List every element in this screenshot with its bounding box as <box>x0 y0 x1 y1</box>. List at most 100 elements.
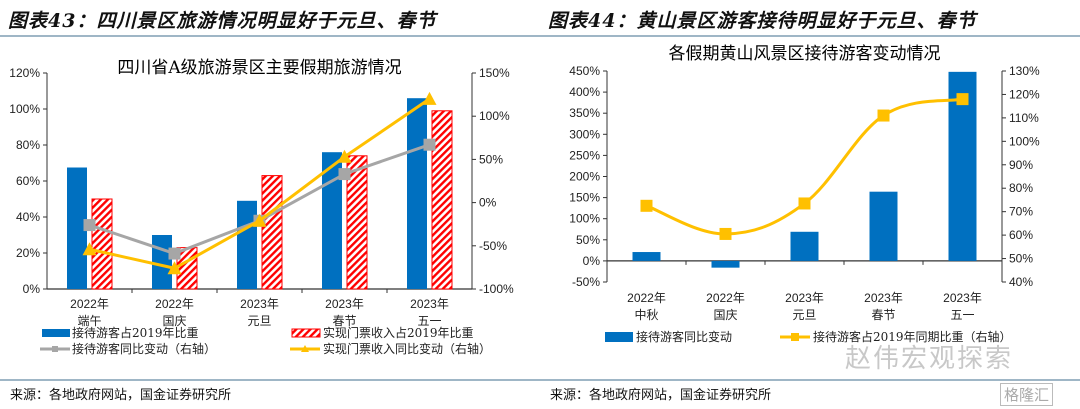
legend-marker-triangle <box>301 345 309 352</box>
x-tick-label-holiday: 春节 <box>332 314 356 328</box>
legend-label: 实现门票收入占2019年比重 <box>323 325 474 340</box>
bar-visitor-0 <box>67 167 87 289</box>
y-right-tick-label: 110% <box>1009 111 1039 125</box>
y-left-tick-label: 350% <box>569 106 600 120</box>
point-marker-square-4 <box>423 138 436 151</box>
x-tick-label-year: 2022年 <box>155 297 194 311</box>
point-marker-triangle-4 <box>422 91 437 105</box>
divider-top <box>540 35 1080 37</box>
point-marker-square-0 <box>640 199 653 212</box>
x-tick-label-holiday: 五一 <box>950 308 974 322</box>
divider-bottom <box>540 379 1080 381</box>
x-tick-label-year: 2022年 <box>70 297 109 311</box>
y-left-tick-label: 0% <box>23 282 41 296</box>
right-figure-panel: 图表44：黄山景区游客接待明显好于元旦、春节 各假期黄山风景区接待游客变动情况 -… <box>540 0 1080 409</box>
legend-label: 实现门票收入同比变动（右轴） <box>323 341 491 356</box>
x-tick-label-year: 2022年 <box>627 291 666 305</box>
x-tick-label-holiday: 春节 <box>871 308 895 322</box>
bar-visitor-2 <box>790 231 819 261</box>
bar-visitor-3 <box>322 152 342 289</box>
y-left-tick-label: 300% <box>569 127 600 141</box>
chart-title: 四川省A级旅游景区主要假期旅游情况 <box>117 58 401 78</box>
y-right-tick-label: 120% <box>1009 87 1040 101</box>
x-tick-label-holiday: 元旦 <box>792 308 816 322</box>
point-marker-square-0 <box>83 219 96 232</box>
point-marker-square-3 <box>877 109 890 122</box>
y-left-tick-label: 450% <box>569 64 600 78</box>
legend-label: 接待游客占2019年比重 <box>72 325 199 340</box>
legend-swatch-hatched-bar <box>291 328 321 338</box>
watermark-badge: 格隆汇 <box>1000 383 1054 406</box>
source-note: 来源：各地政府网站，国金证券研究所 <box>10 388 232 403</box>
y-left-tick-label: 150% <box>569 191 600 205</box>
legend-swatch-blue-bar <box>42 329 70 337</box>
bar-visitor-0 <box>632 252 661 261</box>
x-tick-label-year: 2023年 <box>410 297 449 311</box>
watermark-text: 赵伟宏观探索 <box>845 344 1014 374</box>
bar-visitor-2 <box>237 200 257 289</box>
bar-visitor-4 <box>407 98 427 289</box>
bar-visitor-1 <box>152 235 172 289</box>
bar-revenue-share-2 <box>261 175 283 290</box>
y-left-tick-label: -50% <box>572 275 600 289</box>
y-left-tick-label: 0% <box>583 254 601 268</box>
bar-revenue-share-3 <box>346 155 368 290</box>
x-tick-label-year: 2023年 <box>943 291 982 305</box>
series-line-0 <box>89 143 430 256</box>
y-right-tick-label: -100% <box>479 282 514 296</box>
chart-sichuan: 四川省A级旅游景区主要假期旅游情况 0% 20% 40% 60% 80% 100% 120% -… <box>9 58 514 356</box>
x-tick-label-year: 2023年 <box>785 291 824 305</box>
y-right-tick-label: 130% <box>1009 64 1040 78</box>
x-tick-label-year: 2023年 <box>240 297 279 311</box>
y-left-tick-label: 100% <box>569 212 600 226</box>
x-tick-label-holiday: 端午 <box>77 314 101 328</box>
point-marker-triangle-1 <box>167 261 182 275</box>
y-right-tick-label: 50% <box>479 152 503 166</box>
y-right-tick-label: 100% <box>1009 134 1040 148</box>
y-right-tick-label: 90% <box>1009 158 1033 172</box>
x-tick-label-holiday: 元旦 <box>247 314 271 328</box>
y-right-tick-label: -50% <box>479 239 507 253</box>
x-tick-label-holiday: 国庆 <box>162 314 186 328</box>
point-marker-square-1 <box>168 247 181 260</box>
bar-revenue-share-4 <box>431 110 453 290</box>
series-line-0 <box>645 97 963 236</box>
point-marker-square-1 <box>719 227 732 240</box>
y-left-tick-label: 50% <box>576 233 600 247</box>
y-right-tick-label: 150% <box>479 66 510 80</box>
y-left-tick-label: 60% <box>16 174 40 188</box>
x-tick-label-holiday: 国庆 <box>713 308 737 322</box>
y-right-tick-label: 50% <box>1009 252 1033 266</box>
divider-top <box>0 35 540 37</box>
point-marker-square-2 <box>798 197 811 210</box>
y-left-tick-label: 120% <box>9 66 40 80</box>
y-right-tick-label: 100% <box>479 109 510 123</box>
x-tick-label-year: 2022年 <box>706 291 745 305</box>
figure-title-43: 图表43：四川景区旅游情况明显好于元旦、春节 <box>8 10 437 32</box>
bar-visitor-1 <box>711 260 740 268</box>
y-left-tick-label: 200% <box>569 170 600 184</box>
bar-visitor-3 <box>869 191 898 261</box>
divider-bottom <box>0 379 540 381</box>
y-left-tick-label: 80% <box>16 138 40 152</box>
y-left-tick-label: 20% <box>16 246 40 260</box>
legend-label: 接待游客同比变动（右轴） <box>72 341 216 356</box>
y-left-tick-label: 250% <box>569 148 600 162</box>
point-marker-triangle-3 <box>337 149 352 163</box>
point-marker-triangle-2 <box>252 213 267 227</box>
left-figure-panel: 图表43：四川景区旅游情况明显好于元旦、春节 四川省A级旅游景区主要假期旅游情况… <box>0 10 540 403</box>
legend-swatch-blue-bar <box>605 332 633 342</box>
x-tick-label-holiday: 五一 <box>417 314 441 328</box>
figure-title-44: 图表44：黄山景区游客接待明显好于元旦、春节 <box>548 10 977 32</box>
chart-huangshan: 各假期黄山风景区接待游客变动情况 -50% 0% 50% 100% 150% 200% 250… <box>569 44 1040 344</box>
y-left-tick-label: 400% <box>569 85 600 99</box>
y-left-tick-label: 100% <box>9 102 40 116</box>
source-note: 来源：各地政府网站，国金证券研究所 <box>550 388 772 403</box>
y-right-tick-label: 70% <box>1009 205 1033 219</box>
point-marker-triangle-0 <box>82 242 97 256</box>
bar-revenue-share-0 <box>91 198 113 290</box>
y-right-tick-label: 0% <box>479 196 497 210</box>
y-left-tick-label: 40% <box>16 210 40 224</box>
y-right-tick-label: 40% <box>1009 275 1033 289</box>
legend-label: 接待游客占2019年同期比重（右轴） <box>813 329 1012 344</box>
